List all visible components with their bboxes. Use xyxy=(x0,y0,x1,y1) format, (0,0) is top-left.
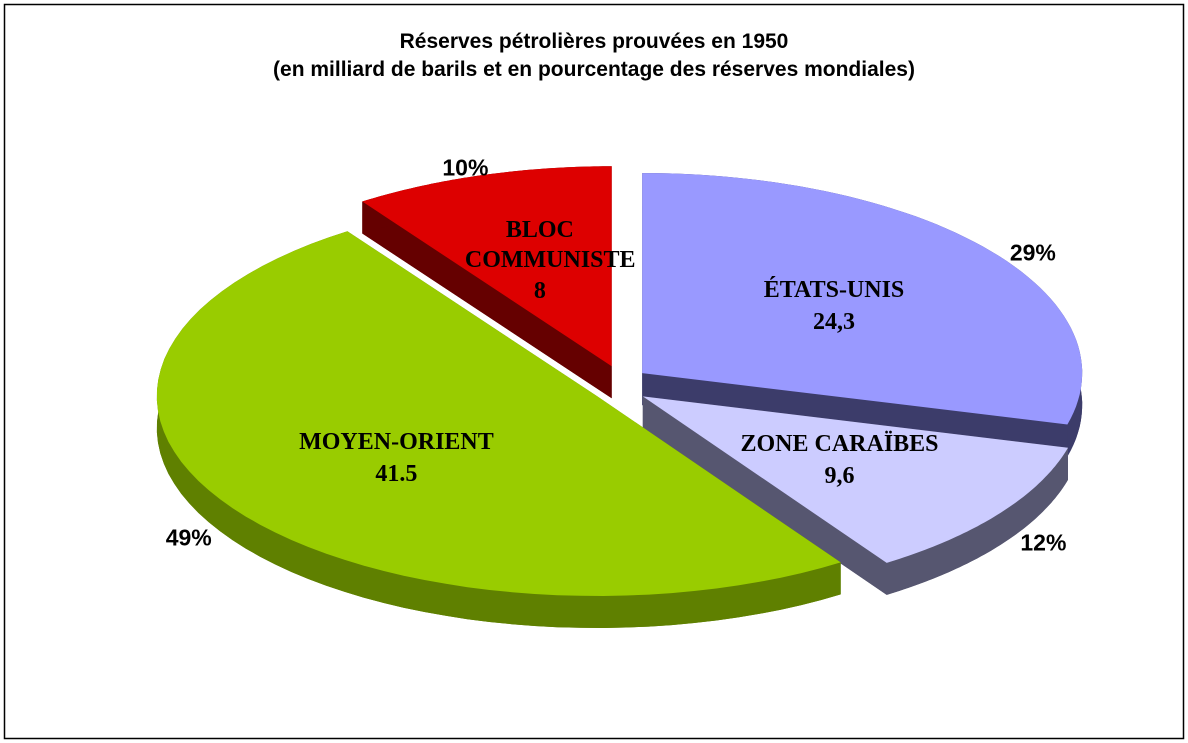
slice-value-label: 8 xyxy=(533,278,546,305)
pie-slice xyxy=(362,166,612,399)
pie-slice xyxy=(642,173,1083,457)
slice-top xyxy=(362,166,612,367)
slice-outer-side xyxy=(156,231,841,628)
slice-radial-side xyxy=(362,201,612,399)
slice-outer-side xyxy=(886,447,1068,595)
slice-value-label: 9,6 xyxy=(824,463,855,490)
pie-slice xyxy=(156,231,841,628)
chart-border xyxy=(3,3,1185,740)
slice-top xyxy=(642,173,1083,425)
percent-label: 29% xyxy=(1009,239,1056,266)
pie-slice xyxy=(642,396,1068,595)
slice-label: BLOC COMMUNISTE xyxy=(464,217,636,274)
slice-value-label: 41.5 xyxy=(375,460,418,487)
slice-label: ZONE CARAÏBES xyxy=(740,431,939,458)
chart-subtitle: (en milliard de barils et en pourcentage… xyxy=(273,58,915,81)
slice-radial-side xyxy=(642,396,887,595)
slice-top xyxy=(642,396,1068,563)
slice-label: ÉTATS-UNIS xyxy=(763,277,905,303)
slice-label: MOYEN-ORIENT xyxy=(299,428,494,455)
slice-value-label: 24,3 xyxy=(813,309,856,335)
percent-label: 10% xyxy=(442,154,489,181)
percent-label: 49% xyxy=(165,524,212,551)
chart-title: Réserves pétrolières prouvées en 1950 xyxy=(399,30,789,53)
percent-label: 12% xyxy=(1020,529,1067,556)
slice-top xyxy=(156,231,841,596)
